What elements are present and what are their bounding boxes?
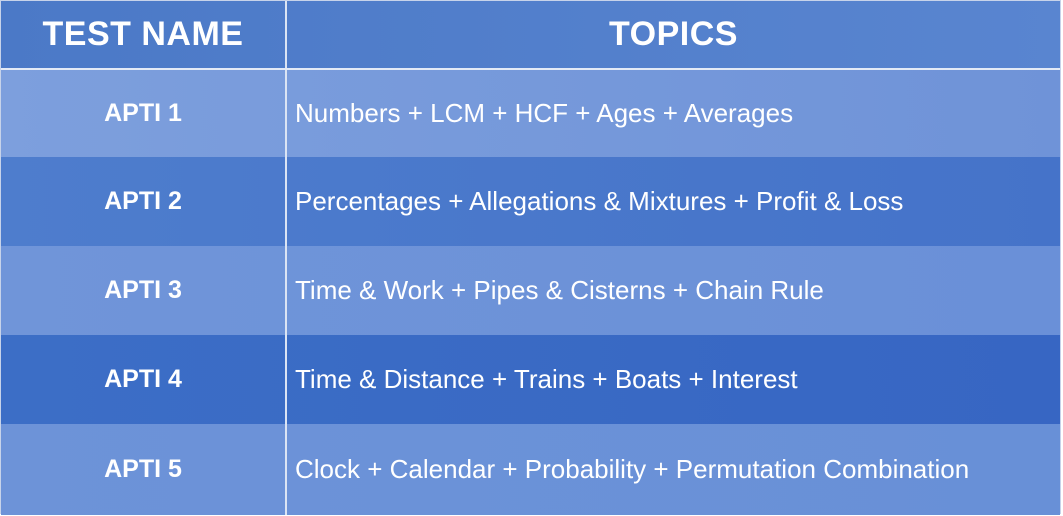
topics-cell: Percentages + Allegations & Mixtures + P… <box>295 186 904 216</box>
topics-cell: Time & Distance + Trains + Boats + Inter… <box>295 364 798 394</box>
topics-cell: Time & Work + Pipes & Cisterns + Chain R… <box>295 275 824 305</box>
table-header-row: TEST NAME TOPICS <box>1 1 1060 70</box>
topics-cell: Clock + Calendar + Probability + Permuta… <box>295 454 970 484</box>
header-topics: TOPICS <box>609 15 738 53</box>
table-row: APTI 5 Clock + Calendar + Probability + … <box>1 424 1060 515</box>
header-test-name: TEST NAME <box>1 1 287 68</box>
test-name-cell: APTI 2 <box>1 157 287 246</box>
test-name-cell: APTI 5 <box>1 424 287 515</box>
table-row: APTI 3 Time & Work + Pipes & Cisterns + … <box>1 246 1060 335</box>
table-row: APTI 4 Time & Distance + Trains + Boats … <box>1 335 1060 424</box>
test-name-cell: APTI 4 <box>1 335 287 424</box>
test-name-cell: APTI 3 <box>1 246 287 335</box>
topics-cell: Numbers + LCM + HCF + Ages + Averages <box>295 98 794 128</box>
table-row: APTI 1 Numbers + LCM + HCF + Ages + Aver… <box>1 70 1060 157</box>
table-row: APTI 2 Percentages + Allegations & Mixtu… <box>1 157 1060 246</box>
test-name-cell: APTI 1 <box>1 70 287 157</box>
